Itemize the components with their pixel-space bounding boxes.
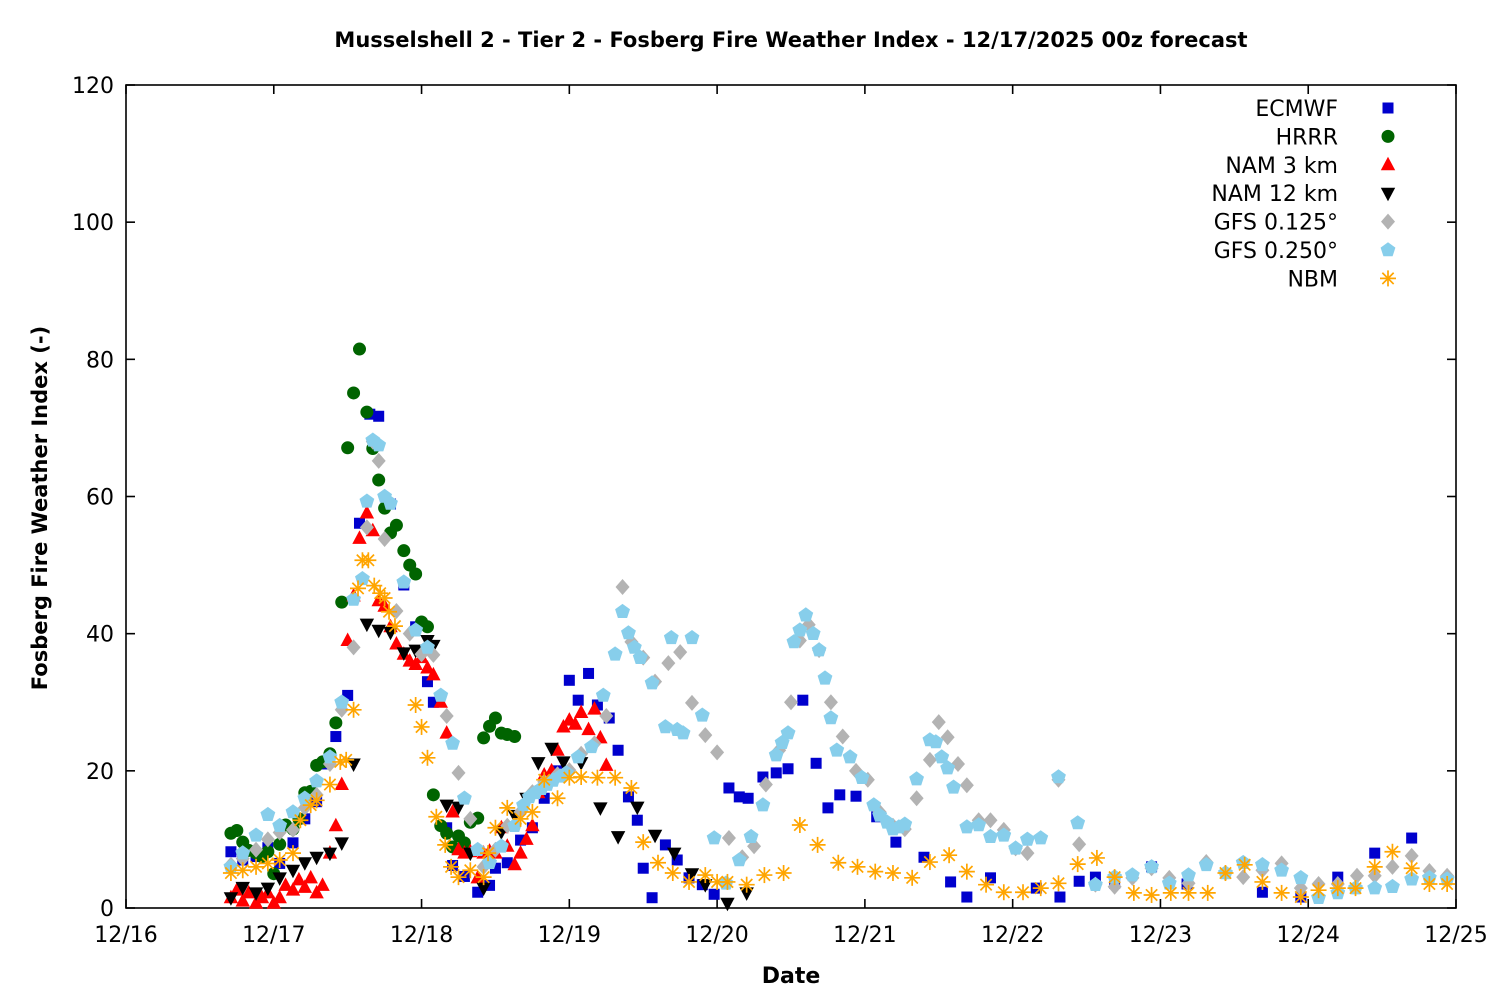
series-gfs-0-250- xyxy=(223,432,1455,904)
series-nbm xyxy=(222,552,1456,906)
y-tick-label: 60 xyxy=(86,486,114,511)
y-tick-label: 100 xyxy=(72,211,114,236)
legend-label: GFS 0.250° xyxy=(1214,239,1338,264)
legend-label: NAM 3 km xyxy=(1225,154,1338,179)
x-axis-title: Date xyxy=(761,964,821,989)
x-tick-label: 12/20 xyxy=(685,923,748,948)
x-tick-label: 12/21 xyxy=(833,923,896,948)
y-tick-label: 20 xyxy=(86,760,114,785)
series-nam-3-km xyxy=(223,504,614,909)
legend-label: NAM 12 km xyxy=(1211,182,1338,207)
y-axis-title: Fosberg Fire Weather Index (-) xyxy=(28,325,52,691)
legend-label: GFS 0.125° xyxy=(1214,211,1338,236)
y-tick-label: 80 xyxy=(86,348,114,373)
x-tick-label: 12/17 xyxy=(242,923,305,948)
y-tick-label: 0 xyxy=(100,897,114,922)
y-tick-label: 40 xyxy=(86,623,114,648)
legend-label: ECMWF xyxy=(1255,97,1338,122)
x-tick-label: 12/19 xyxy=(538,923,601,948)
x-tick-label: 12/24 xyxy=(1277,923,1340,948)
x-tick-label: 12/23 xyxy=(1129,923,1192,948)
y-tick-label: 120 xyxy=(72,74,114,99)
x-tick-label: 12/25 xyxy=(1424,923,1487,948)
y-axis-ticks: 0 20 40 60 80 100 120 xyxy=(72,74,1456,922)
legend-label: HRRR xyxy=(1276,125,1338,150)
legend-label: NBM xyxy=(1287,267,1338,292)
legend: ECMWF HRRR NAM 3 km NAM 12 km GFS 0.125° GFS … xyxy=(1211,97,1396,292)
series-hrrr xyxy=(224,342,522,881)
chart-title: Musselshell 2 - Tier 2 - Fosberg Fire We… xyxy=(334,28,1248,52)
x-axis-ticks: 12/16 12/17 12/18 12/19 12/20 12/21 12/22 12/23… xyxy=(94,85,1488,948)
x-tick-label: 12/18 xyxy=(390,923,453,948)
x-tick-label: 12/22 xyxy=(981,923,1044,948)
x-tick-label: 12/16 xyxy=(94,923,157,948)
